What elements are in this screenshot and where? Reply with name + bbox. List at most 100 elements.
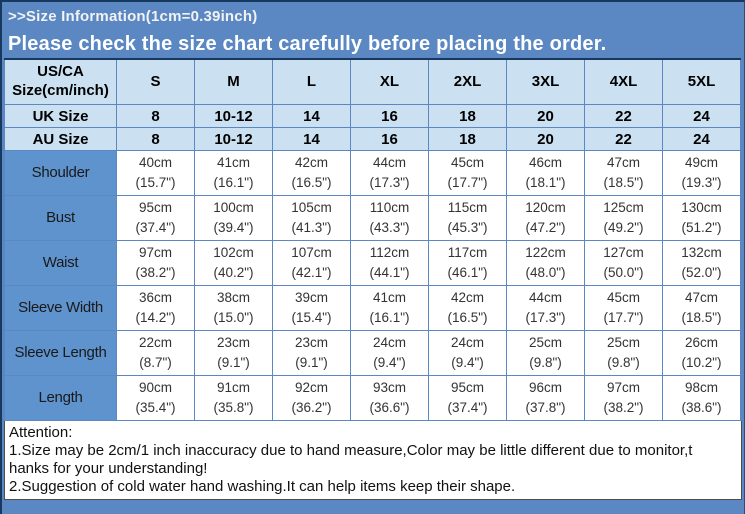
attention-note-1-part2: hanks for your understanding! bbox=[9, 460, 208, 477]
au-size-value: 14 bbox=[272, 127, 351, 151]
measurement-inch: (17.3") bbox=[525, 310, 566, 325]
measurement-cm: 23cm bbox=[294, 334, 328, 350]
measurement-value-cell: 42cm (16.5") bbox=[428, 285, 507, 331]
measurement-value-cell: 47cm (18.5") bbox=[584, 150, 663, 196]
measurement-cm: 122cm bbox=[525, 244, 566, 260]
measurement-cm: 117cm bbox=[447, 244, 488, 260]
measurement-cm: 96cm bbox=[528, 379, 562, 395]
measurement-inch: (50.0") bbox=[603, 265, 644, 280]
uk-size-value: 18 bbox=[428, 104, 507, 128]
measurement-inch: (43.3") bbox=[369, 220, 410, 235]
measurement-cm: 49cm bbox=[684, 154, 718, 170]
measurement-value-cell: 125cm (49.2") bbox=[584, 195, 663, 241]
measurement-cm: 125cm bbox=[603, 199, 644, 215]
measurement-cm: 47cm bbox=[606, 154, 640, 170]
banner: >>Size Information(1cm=0.39inch) Please … bbox=[2, 2, 744, 58]
measurement-inch: (9.8") bbox=[529, 355, 562, 370]
measurement-inch: (49.2") bbox=[603, 220, 644, 235]
uk-size-value: 8 bbox=[116, 104, 195, 128]
attention-note-2: 2.Suggestion of cold water hand washing.… bbox=[9, 478, 516, 495]
table-row: AU Size 8 10-12 14 16 18 20 22 24 bbox=[4, 127, 741, 151]
attention-section: Attention: 1.Size may be 2cm/1 inch inac… bbox=[4, 421, 742, 500]
size-column-header: 5XL bbox=[662, 58, 741, 105]
measurement-inch: (39.4") bbox=[213, 220, 254, 235]
size-chart-table: US/CA Size(cm/inch) S M L XL 2XL 3XL 4XL 5XL UK S… bbox=[4, 58, 741, 421]
measurement-value-cell: 122cm (48.0") bbox=[506, 240, 585, 286]
measurement-value-cell: 45cm (17.7") bbox=[584, 285, 663, 331]
au-size-label: AU Size bbox=[4, 127, 117, 151]
measurement-cm: 120cm bbox=[525, 199, 566, 215]
uk-size-value: 14 bbox=[272, 104, 351, 128]
measurement-value-cell: 47cm (18.5") bbox=[662, 285, 741, 331]
measurement-cm: 23cm bbox=[216, 334, 250, 350]
measurement-cm: 44cm bbox=[528, 289, 562, 305]
measurement-inch: (16.5") bbox=[291, 175, 332, 190]
table-corner-header: US/CA Size(cm/inch) bbox=[4, 58, 117, 105]
table-row: Shoulder 40cm (15.7") 41cm (16.1") 42cm (16.5"… bbox=[4, 150, 741, 196]
size-column-header: M bbox=[194, 58, 273, 105]
measurement-inch: (18.1") bbox=[525, 175, 566, 190]
measurement-inch: (16.1") bbox=[369, 310, 410, 325]
measurement-value-cell: 36cm (14.2") bbox=[116, 285, 195, 331]
measurement-inch: (41.3") bbox=[291, 220, 332, 235]
uk-size-value: 16 bbox=[350, 104, 429, 128]
measurement-cm: 100cm bbox=[213, 199, 254, 215]
measurement-inch: (16.5") bbox=[447, 310, 488, 325]
measurement-inch: (15.0") bbox=[213, 310, 254, 325]
au-size-value: 16 bbox=[350, 127, 429, 151]
measurement-cm: 132cm bbox=[681, 244, 722, 260]
measurement-cm: 39cm bbox=[294, 289, 328, 305]
measurement-cm: 90cm bbox=[138, 379, 172, 395]
measurement-value-cell: 110cm (43.3") bbox=[350, 195, 429, 241]
measurement-value-cell: 132cm (52.0") bbox=[662, 240, 741, 286]
measurement-cm: 45cm bbox=[450, 154, 484, 170]
measurement-value-cell: 120cm (47.2") bbox=[506, 195, 585, 241]
measurement-value-cell: 45cm (17.7") bbox=[428, 150, 507, 196]
measurement-value-cell: 102cm (40.2") bbox=[194, 240, 273, 286]
measurement-inch: (15.4") bbox=[291, 310, 332, 325]
measurement-cm: 46cm bbox=[528, 154, 562, 170]
measurement-value-cell: 95cm (37.4") bbox=[428, 375, 507, 421]
measurement-value-cell: 130cm (51.2") bbox=[662, 195, 741, 241]
measurement-value-cell: 105cm (41.3") bbox=[272, 195, 351, 241]
measurement-row-label: Sleeve Length bbox=[4, 330, 117, 376]
measurement-cm: 92cm bbox=[294, 379, 328, 395]
measurement-row-label: Waist bbox=[4, 240, 117, 286]
measurement-cm: 102cm bbox=[213, 244, 254, 260]
measurement-cm: 41cm bbox=[216, 154, 250, 170]
measurement-value-cell: 24cm (9.4") bbox=[428, 330, 507, 376]
measurement-value-cell: 41cm (16.1") bbox=[350, 285, 429, 331]
table-row: Length 90cm (35.4") 91cm (35.8") 92cm (36.2") 9… bbox=[4, 375, 741, 421]
measurement-value-cell: 107cm (42.1") bbox=[272, 240, 351, 286]
measurement-value-cell: 25cm (9.8") bbox=[584, 330, 663, 376]
measurement-cm: 24cm bbox=[372, 334, 406, 350]
measurement-cm: 91cm bbox=[216, 379, 250, 395]
table-row: Bust 95cm (37.4") 100cm (39.4") 105cm (41.3") 1… bbox=[4, 195, 741, 241]
table-row: Waist 97cm (38.2") 102cm (40.2") 107cm (42.1")… bbox=[4, 240, 741, 286]
au-size-value: 24 bbox=[662, 127, 741, 151]
measurement-inch: (47.2") bbox=[525, 220, 566, 235]
measurement-inch: (18.5") bbox=[603, 175, 644, 190]
measurement-cm: 47cm bbox=[684, 289, 718, 305]
measurement-cm: 24cm bbox=[450, 334, 484, 350]
measurement-value-cell: 40cm (15.7") bbox=[116, 150, 195, 196]
measurement-inch: (14.2") bbox=[135, 310, 176, 325]
measurement-value-cell: 97cm (38.2") bbox=[584, 375, 663, 421]
measurement-cm: 22cm bbox=[138, 334, 172, 350]
measurement-value-cell: 25cm (9.8") bbox=[506, 330, 585, 376]
measurement-value-cell: 23cm (9.1") bbox=[272, 330, 351, 376]
measurement-inch: (44.1") bbox=[369, 265, 410, 280]
measurement-inch: (35.4") bbox=[135, 400, 176, 415]
measurement-inch: (15.7") bbox=[135, 175, 176, 190]
au-size-value: 18 bbox=[428, 127, 507, 151]
size-column-header: 2XL bbox=[428, 58, 507, 105]
measurement-inch: (9.4") bbox=[451, 355, 484, 370]
measurement-inch: (9.1") bbox=[217, 355, 250, 370]
measurement-inch: (16.1") bbox=[213, 175, 254, 190]
measurement-value-cell: 49cm (19.3") bbox=[662, 150, 741, 196]
measurement-inch: (51.2") bbox=[681, 220, 722, 235]
measurement-value-cell: 95cm (37.4") bbox=[116, 195, 195, 241]
uk-size-value: 24 bbox=[662, 104, 741, 128]
measurement-value-cell: 115cm (45.3") bbox=[428, 195, 507, 241]
measurement-cm: 97cm bbox=[138, 244, 172, 260]
